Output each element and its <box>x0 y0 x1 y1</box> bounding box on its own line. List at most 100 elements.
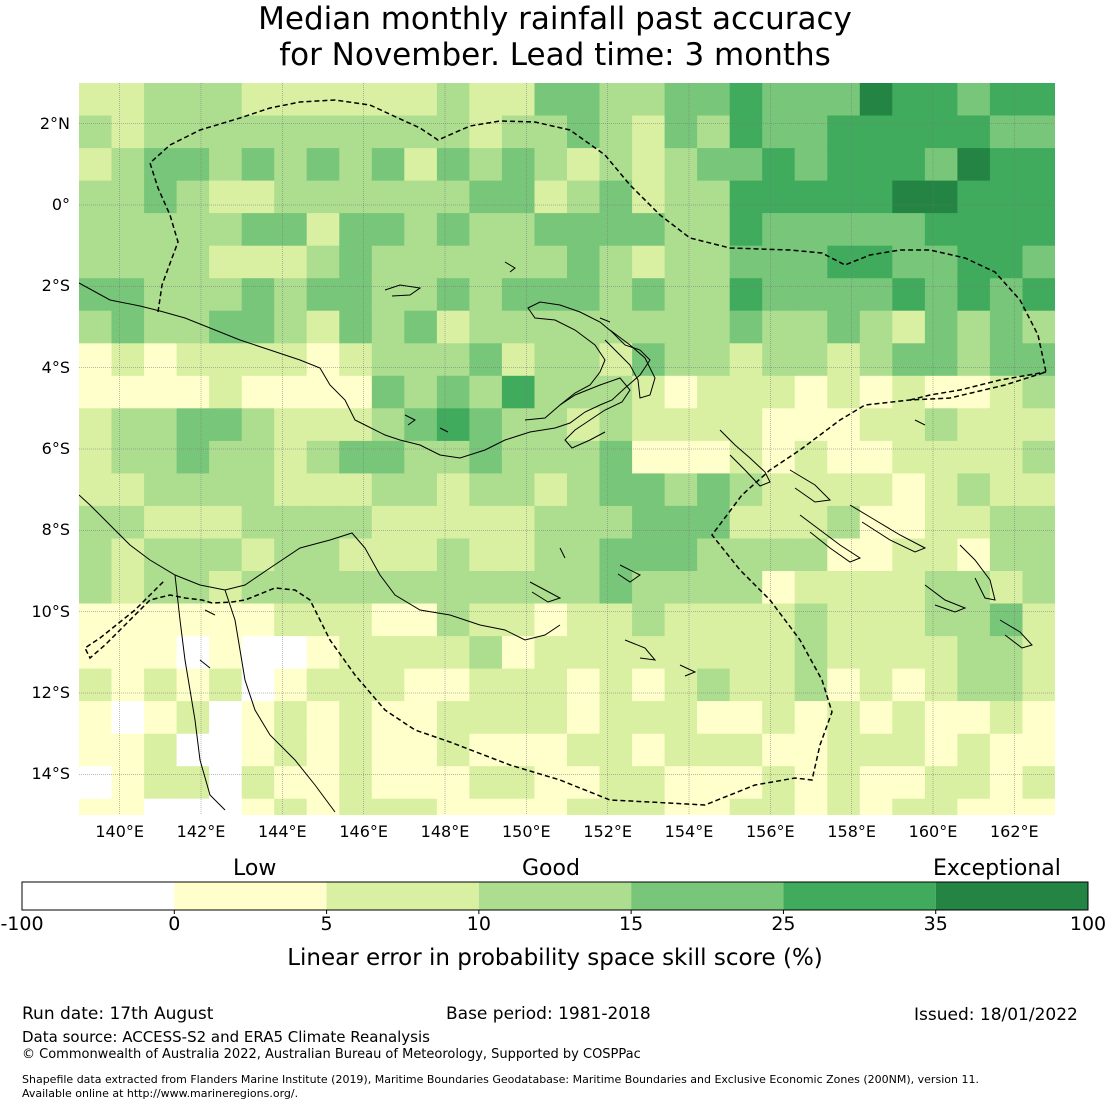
skill-cell <box>924 571 958 605</box>
skill-cell <box>697 603 731 637</box>
skill-cell <box>1022 213 1055 247</box>
skill-cell <box>989 668 1023 702</box>
graticule <box>79 83 1055 815</box>
skill-cell <box>339 83 373 117</box>
skill-cell <box>989 766 1023 800</box>
skill-cell <box>632 538 666 572</box>
skill-cell <box>859 278 893 312</box>
skill-cell <box>371 278 405 312</box>
skill-cell <box>924 505 958 539</box>
skill-cell <box>794 668 828 702</box>
skill-cell <box>762 538 796 572</box>
skill-cell <box>274 310 308 344</box>
skill-cell <box>957 766 991 800</box>
skill-cell <box>79 213 113 247</box>
skill-cell <box>79 278 113 312</box>
skill-cell <box>762 343 796 377</box>
skill-cell <box>827 180 861 214</box>
skill-cell <box>144 245 178 279</box>
skill-cell <box>501 766 535 800</box>
skill-cell <box>729 473 763 507</box>
skill-cell <box>404 571 438 605</box>
skill-cell <box>599 473 633 507</box>
latitude-label: 0° <box>51 195 70 214</box>
skill-cell <box>859 440 893 474</box>
skill-cell <box>111 180 145 214</box>
skill-cell <box>1022 440 1055 474</box>
skill-cell <box>1022 571 1055 605</box>
skill-cell <box>957 571 991 605</box>
skill-cell <box>404 668 438 702</box>
skill-cell <box>371 701 405 735</box>
skill-cell <box>176 733 210 767</box>
skill-cell <box>501 440 535 474</box>
skill-cell <box>436 538 470 572</box>
colorbar-tick-label: 35 <box>923 913 948 935</box>
skill-cell <box>436 571 470 605</box>
skill-cell <box>306 343 340 377</box>
skill-cell <box>957 603 991 637</box>
skill-cell <box>1022 115 1055 149</box>
skill-cell <box>469 278 503 312</box>
skill-cell <box>111 571 145 605</box>
skill-cell <box>339 668 373 702</box>
skill-cell <box>404 213 438 247</box>
skill-cell <box>79 83 113 117</box>
skill-cell <box>176 148 210 182</box>
eez-png <box>84 99 1047 806</box>
skill-cell <box>274 180 308 214</box>
skill-cell <box>762 115 796 149</box>
longitude-label: 154°E <box>664 822 714 841</box>
skill-cell <box>697 766 731 800</box>
skill-cell <box>892 505 926 539</box>
skill-cell <box>924 766 958 800</box>
skill-cell <box>859 310 893 344</box>
skill-cell <box>501 538 535 572</box>
skill-cell <box>827 83 861 117</box>
skill-cell <box>209 213 243 247</box>
skill-cell <box>79 603 113 637</box>
skill-cell <box>859 115 893 149</box>
skill-cell <box>534 505 568 539</box>
skill-cell <box>567 636 601 670</box>
coastline-louisiade <box>529 564 697 677</box>
skill-cell <box>436 245 470 279</box>
skill-cell <box>859 473 893 507</box>
skill-cell <box>1022 245 1055 279</box>
skill-cell <box>339 571 373 605</box>
skill-cell <box>599 115 633 149</box>
skill-cell <box>469 571 503 605</box>
skill-cell <box>404 408 438 442</box>
skill-cell <box>924 245 958 279</box>
skill-cell <box>762 733 796 767</box>
skill-cell <box>306 636 340 670</box>
skill-cell <box>892 766 926 800</box>
skill-cell <box>729 310 763 344</box>
skill-cell <box>762 83 796 117</box>
skill-cell <box>632 180 666 214</box>
skill-cell <box>697 180 731 214</box>
skill-cell <box>79 538 113 572</box>
skill-cell <box>274 343 308 377</box>
skill-cell <box>371 83 405 117</box>
skill-cell <box>501 343 535 377</box>
skill-cell <box>404 440 438 474</box>
skill-cell <box>306 603 340 637</box>
skill-cell <box>79 408 113 442</box>
skill-cell <box>339 375 373 409</box>
skill-cell <box>209 440 243 474</box>
colorbar-segment <box>174 882 327 910</box>
skill-cell <box>144 668 178 702</box>
skill-cell <box>664 636 698 670</box>
skill-cell <box>1022 180 1055 214</box>
skill-cell <box>859 343 893 377</box>
skill-cell <box>567 245 601 279</box>
skill-cell <box>762 245 796 279</box>
skill-cell <box>567 701 601 735</box>
skill-cell <box>827 310 861 344</box>
skill-cell <box>729 701 763 735</box>
skill-cell <box>567 733 601 767</box>
skill-cell <box>436 473 470 507</box>
skill-cell <box>599 245 633 279</box>
skill-cell <box>664 115 698 149</box>
